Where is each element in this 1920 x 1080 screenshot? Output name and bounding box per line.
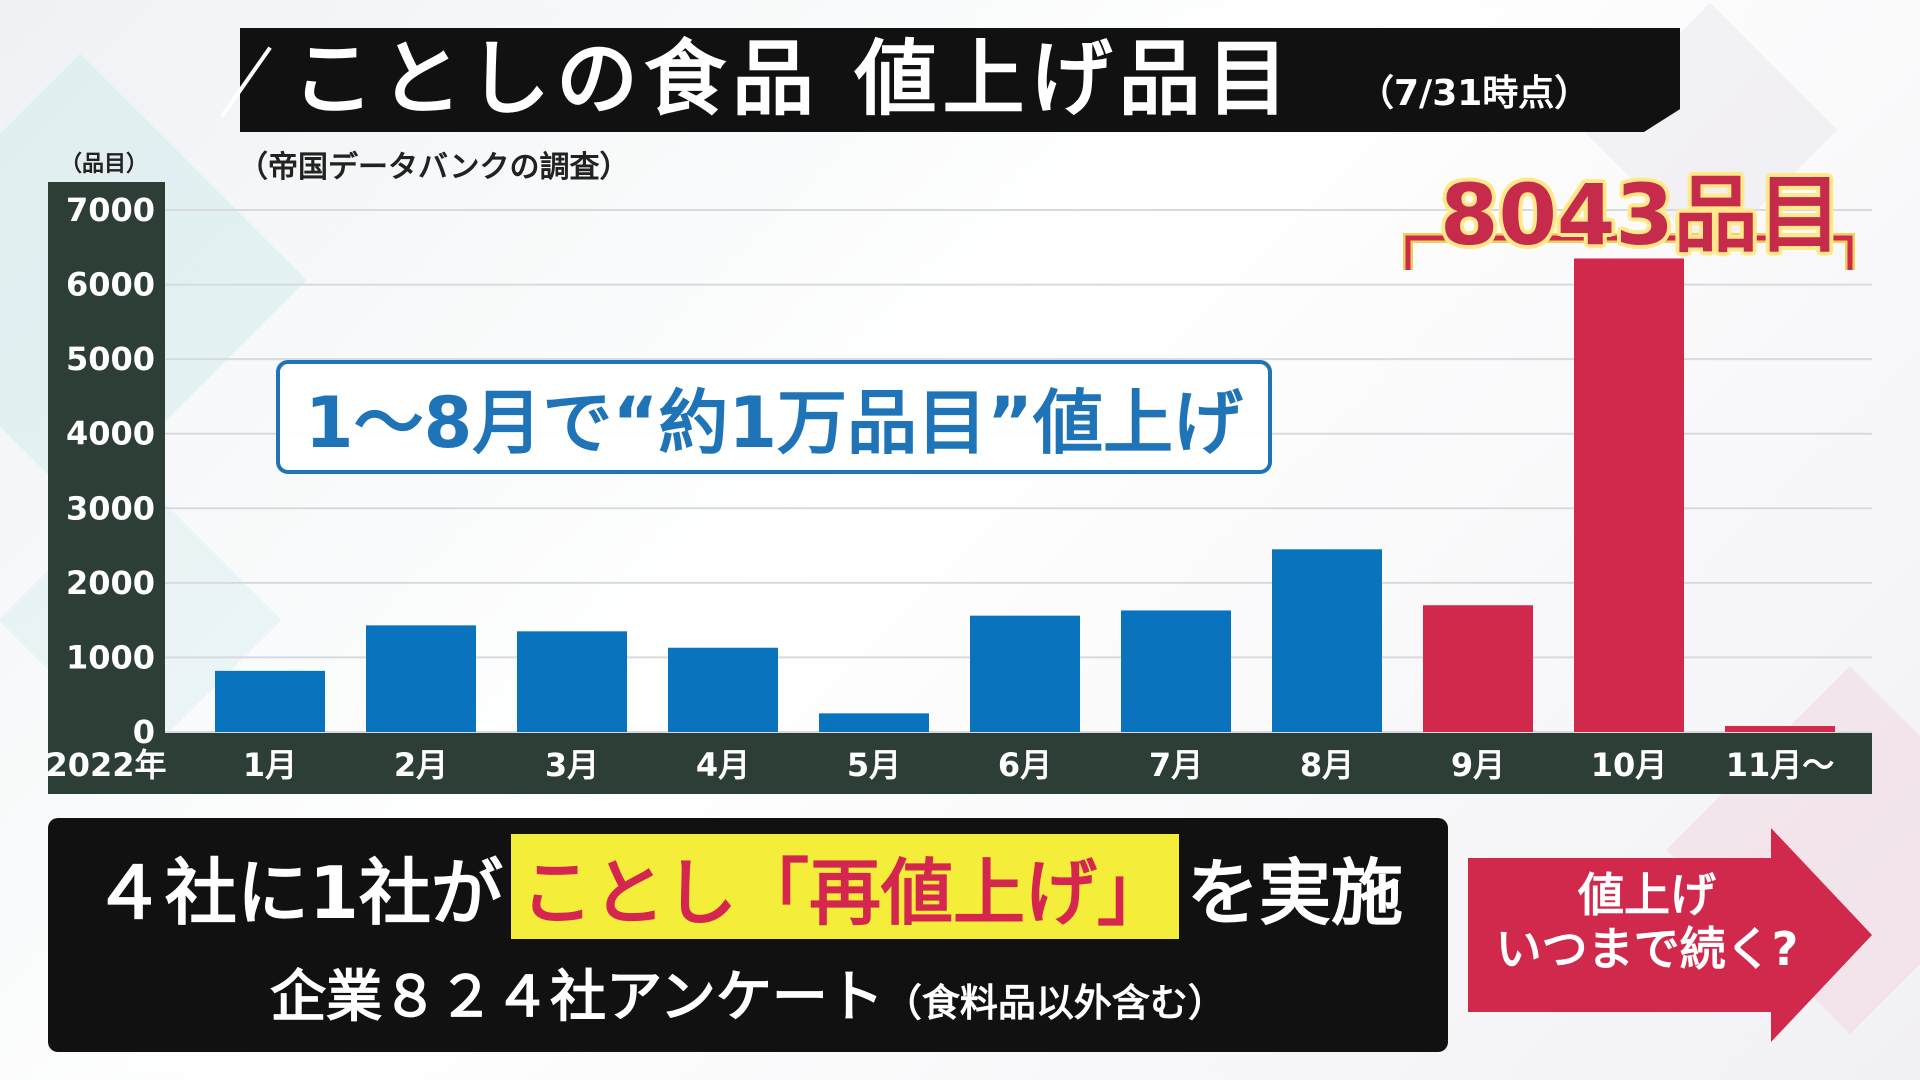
x-tick-label: 9月 bbox=[1451, 746, 1505, 784]
bottom-caption-box: ４社に1社が ことし「再値上げ」 を実施 企業８２４社アンケート（食料品以外含む） bbox=[48, 818, 1448, 1052]
y-axis-panel bbox=[48, 182, 165, 732]
y-tick-label: 7000 bbox=[66, 191, 155, 229]
caption-highlight: ことし「再値上げ」 bbox=[511, 834, 1180, 939]
x-tick-label: 8月 bbox=[1300, 746, 1354, 784]
arrow-callout-text: 値上げ いつまで続く? bbox=[1472, 868, 1822, 976]
bar bbox=[1121, 610, 1231, 732]
y-tick-label: 0 bbox=[133, 713, 155, 751]
x-tick-label: 1月 bbox=[243, 746, 297, 784]
bar bbox=[819, 713, 929, 732]
x-tick-label: 11月～ bbox=[1726, 746, 1835, 784]
bar bbox=[1725, 726, 1835, 732]
y-tick-label: 1000 bbox=[66, 638, 155, 676]
callout-box: 1～8月で“約1万品目”値上げ bbox=[276, 360, 1272, 474]
x-axis-label: 2022年 bbox=[45, 746, 166, 784]
x-axis-band bbox=[48, 732, 1872, 794]
x-tick-label: 7月 bbox=[1149, 746, 1203, 784]
bar bbox=[970, 615, 1080, 732]
x-tick-label: 5月 bbox=[847, 746, 901, 784]
bar bbox=[366, 625, 476, 732]
bar bbox=[1574, 258, 1684, 732]
bar bbox=[668, 647, 778, 732]
y-tick-label: 5000 bbox=[66, 340, 155, 378]
x-tick-label: 6月 bbox=[998, 746, 1052, 784]
caption-note: （食料品以外含む） bbox=[883, 981, 1226, 1025]
arrow-text-line2: いつまで続く? bbox=[1495, 922, 1799, 976]
page-title: ことしの食品 値上げ品目 bbox=[292, 32, 1295, 127]
bar bbox=[215, 670, 325, 732]
caption-headline-suffix: を実施 bbox=[1187, 851, 1404, 935]
bar-chart: 0 1000 2000 3000 4000 5000 6000 7000 1月 2月 3月 4月 5月 6… bbox=[45, 182, 1872, 794]
y-tick-label: 3000 bbox=[66, 489, 155, 527]
bar bbox=[1423, 605, 1533, 732]
arrow-callout bbox=[1468, 828, 1872, 1042]
y-axis-unit: （品目） bbox=[60, 152, 149, 177]
y-tick-label: 2000 bbox=[66, 564, 155, 602]
title-banner bbox=[240, 28, 1680, 132]
title-date: （7/31時点） bbox=[1358, 73, 1591, 114]
caption-headline: ４社に1社が ことし「再値上げ」 を実施 bbox=[48, 834, 1448, 939]
x-tick-label: 2月 bbox=[394, 746, 448, 784]
arrow-text-line1: 値上げ bbox=[1578, 868, 1716, 922]
total-bracket-inner bbox=[1405, 235, 1853, 270]
caption-subline: 企業８２４社アンケート（食料品以外含む） bbox=[48, 952, 1448, 1033]
bar bbox=[517, 631, 627, 732]
total-label: 8043品目 bbox=[1440, 166, 1842, 264]
y-tick-label: 4000 bbox=[66, 415, 155, 453]
data-source: （帝国データバンクの調査） bbox=[238, 150, 630, 185]
y-tick-label: 6000 bbox=[66, 266, 155, 304]
caption-headline-prefix: ４社に1社が bbox=[92, 851, 504, 935]
x-tick-label: 10月 bbox=[1591, 746, 1668, 784]
caption-survey: 企業８２４社アンケート bbox=[270, 965, 884, 1030]
x-tick-label: 3月 bbox=[545, 746, 599, 784]
x-tick-label: 4月 bbox=[696, 746, 750, 784]
bar bbox=[1272, 549, 1382, 732]
